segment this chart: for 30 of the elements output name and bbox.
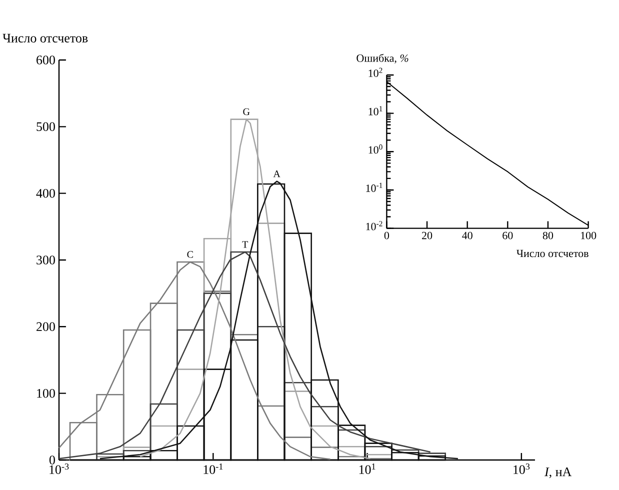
x-tick-label: 10$^{1}$ <box>359 464 376 474</box>
series-label: A <box>273 170 280 178</box>
y-tick-label: 500 <box>36 122 55 132</box>
x-tick-label: 20 <box>422 232 432 240</box>
y-tick-label: 10$^{2}$ <box>368 68 382 77</box>
x-tick-label: 10$^{-1}$ <box>204 464 223 474</box>
x-tick-label: 60 <box>502 232 513 240</box>
y-tick-label: 200 <box>36 322 55 332</box>
x-tick-label: 80 <box>542 232 554 240</box>
y-tick-label: 100 <box>37 388 55 398</box>
x-tick-label: 10$^{3}$ <box>514 464 530 474</box>
y-tick-label: 0 <box>49 456 55 464</box>
x-tick-label: 10$^{-3}$ <box>50 464 69 474</box>
y-tick-label: 10$^{1}$ <box>368 106 382 116</box>
y-tick-label: 600 <box>36 56 55 64</box>
y-tick-label: 10$^{-1}$ <box>366 182 382 192</box>
series-label: G <box>243 108 250 116</box>
x-tick-label: 100 <box>581 232 596 240</box>
x-axis-title: I, нА <box>544 468 572 478</box>
y-tick-label: 400 <box>36 188 55 198</box>
x-axis-title: Число отсчетов <box>516 250 588 258</box>
y-tick-label: 300 <box>36 256 55 264</box>
y-tick-label: 10$^{0}$ <box>368 144 382 154</box>
x-tick-label: 0 <box>384 232 390 240</box>
y-axis-title: Число отсчетов <box>2 34 88 42</box>
x-tick-label: 40 <box>462 232 472 240</box>
y-tick-label: 10$^{-2}$ <box>366 221 382 230</box>
series-label: T <box>242 241 248 248</box>
y-axis-title: Ошибка, % <box>356 54 408 64</box>
series-label: C <box>187 251 193 258</box>
